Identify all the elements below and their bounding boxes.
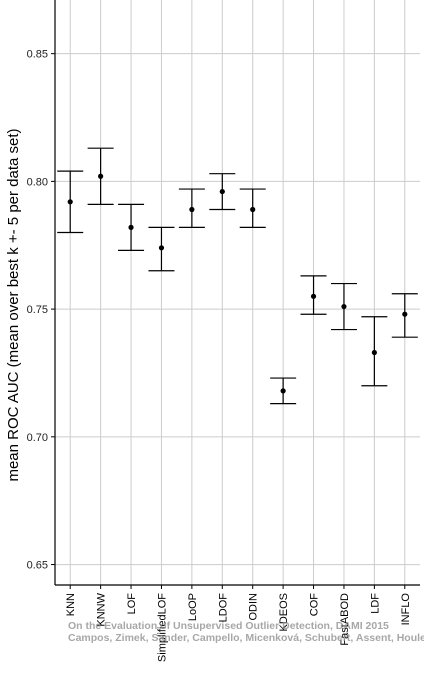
data-point — [128, 224, 134, 230]
grid-layer — [55, 0, 420, 585]
error-bar — [148, 226, 175, 272]
watermark-line-2: Campos, Zimek, Sander, Campello, Micenko… — [68, 632, 424, 644]
y-tick-label: 0.80 — [27, 176, 48, 188]
x-tick-label: LDOF — [217, 593, 229, 623]
data-point — [280, 388, 286, 394]
data-point — [98, 173, 104, 179]
data-point — [158, 245, 165, 251]
data-point — [341, 303, 347, 310]
error-bar — [118, 203, 145, 251]
y-axis-label: mean ROC AUC (mean over best k +- 5 per … — [5, 128, 22, 481]
error-bar — [178, 188, 205, 228]
error-bar — [209, 173, 236, 211]
error-bar — [391, 293, 418, 338]
x-tick-label: COF — [309, 593, 321, 617]
error-bar — [87, 147, 114, 205]
data-point — [219, 188, 225, 195]
x-tick-label: SimplifiedLOF — [156, 593, 168, 662]
error-bar — [239, 188, 266, 228]
y-tick-label: 0.75 — [27, 304, 48, 316]
y-tick-label: 0.70 — [27, 432, 48, 444]
data-point — [402, 311, 408, 317]
x-tick-label: KNNW — [96, 592, 108, 626]
x-tick-label: FastABOD — [339, 593, 351, 646]
x-tick-label: LDF — [369, 593, 381, 614]
x-tick-label: ODIN — [248, 593, 260, 621]
tick-labels: 0.65 0.70 0.75 0.80 0.85 KNN KNNW LOF Simplified… — [27, 49, 412, 662]
x-tick-label: LoOP — [187, 593, 199, 621]
error-bar — [361, 316, 388, 387]
error-bar — [330, 282, 357, 331]
error-bar — [57, 170, 84, 234]
data-point — [310, 293, 317, 299]
data-point — [189, 206, 195, 213]
watermark-line-1: On the Evaluation of Unsupervised Outlie… — [68, 620, 389, 632]
x-tick-label: INFLO — [400, 593, 412, 626]
axes — [51, 0, 420, 589]
error-bar — [300, 275, 327, 315]
data-point — [250, 206, 256, 213]
error-bar — [270, 377, 297, 405]
y-tick-label: 0.65 — [27, 560, 48, 572]
data-point — [371, 349, 377, 356]
y-tick-label: 0.85 — [27, 49, 48, 61]
x-tick-label: KNN — [65, 593, 77, 616]
x-tick-label: LOF — [126, 593, 138, 615]
x-tick-label: KDEOS — [278, 593, 290, 632]
data-marks — [57, 147, 418, 405]
data-point — [67, 199, 73, 205]
